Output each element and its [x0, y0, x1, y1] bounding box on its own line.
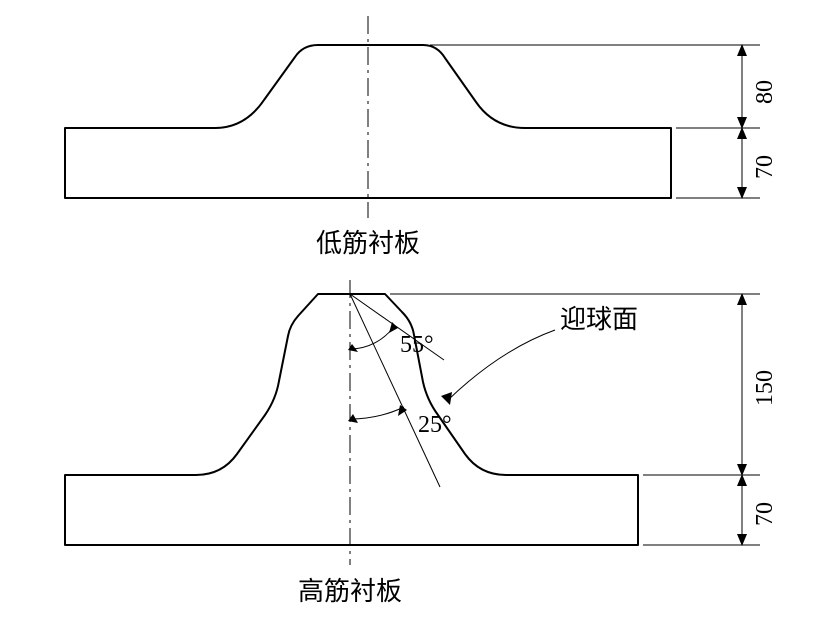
angle-55-value: 55°	[400, 332, 434, 358]
angle-25-ray	[350, 294, 440, 487]
low-liner-caption: 低筋衬板	[316, 229, 420, 258]
low-dim-70-value: 70	[752, 155, 778, 179]
angle-55-arc	[350, 325, 395, 349]
face-leader-arrow	[441, 392, 452, 405]
high-dim-70-value: 70	[752, 502, 778, 526]
high-liner-caption: 高筋衬板	[298, 577, 402, 606]
diagram-canvas: 80 70 低筋衬板 55° 25° 迎球面	[0, 0, 813, 632]
high-dim-150-value: 150	[752, 370, 778, 406]
low-liner-figure: 80 70 低筋衬板	[65, 16, 778, 258]
high-liner-figure: 55° 25° 迎球面 150 70 高筋衬板	[65, 280, 778, 606]
angle-25-value: 25°	[418, 412, 452, 438]
face-label: 迎球面	[560, 305, 638, 334]
angle-25-arc	[350, 407, 404, 419]
low-dim-80-value: 80	[752, 80, 778, 104]
face-leader	[448, 330, 555, 400]
angle-55-arrow-b	[389, 322, 398, 333]
